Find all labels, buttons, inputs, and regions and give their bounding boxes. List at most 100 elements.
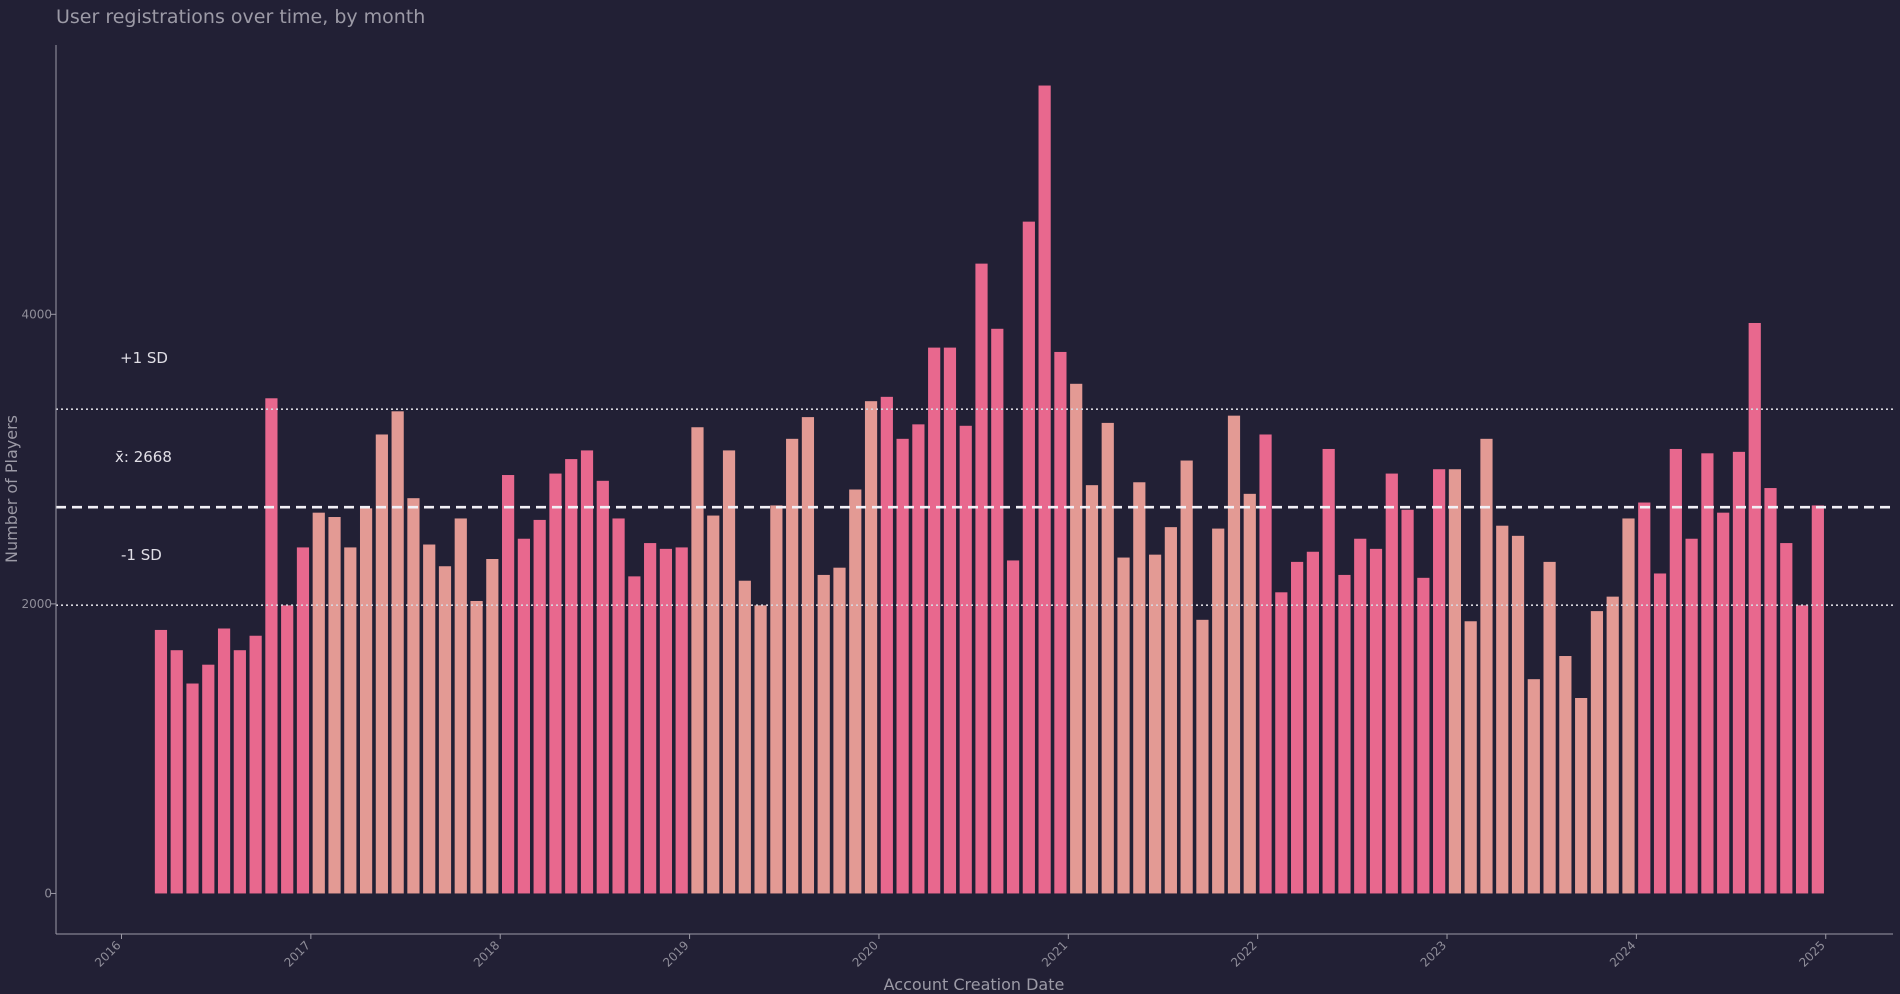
bar — [1669, 448, 1682, 894]
bar — [486, 559, 499, 894]
bar — [659, 548, 673, 894]
bar — [202, 664, 215, 894]
x-tick-label: 2021 — [1039, 938, 1070, 969]
bar — [517, 538, 530, 894]
bar — [1038, 85, 1051, 894]
bar — [1243, 493, 1256, 894]
bar — [217, 628, 231, 894]
bar — [344, 547, 357, 894]
bar — [328, 517, 341, 894]
bar — [644, 543, 657, 894]
x-tick-label: 2023 — [1418, 938, 1449, 969]
bar — [1543, 561, 1556, 894]
bar — [549, 473, 562, 894]
x-tick-label: 2020 — [850, 938, 881, 969]
bar — [1133, 482, 1146, 894]
bar — [1622, 518, 1635, 894]
bar — [1638, 502, 1651, 894]
bar-series — [154, 85, 1824, 894]
bar — [1811, 505, 1824, 894]
bar — [1101, 422, 1114, 894]
bar — [1180, 460, 1193, 894]
bar — [1701, 453, 1714, 894]
bar — [1291, 561, 1304, 894]
bar — [722, 450, 736, 894]
bar — [691, 427, 704, 894]
bar — [1212, 528, 1225, 894]
chart-title: User registrations over time, by month — [56, 6, 425, 28]
bar — [786, 438, 799, 894]
bar — [391, 411, 404, 894]
bar — [470, 600, 483, 894]
bar — [1606, 596, 1619, 894]
bar — [565, 459, 578, 894]
x-axis-label: Account Creation Date — [884, 975, 1065, 994]
bar — [1354, 538, 1367, 894]
bar — [975, 263, 988, 894]
bar — [612, 518, 625, 894]
bar — [754, 605, 767, 894]
bar — [1480, 438, 1493, 894]
minus-one-sd-label: -1 SD — [121, 546, 162, 564]
bar — [1006, 560, 1020, 894]
x-tick-label: 2016 — [92, 938, 123, 969]
y-tick-label: 2000 — [21, 597, 52, 611]
bar — [1433, 469, 1446, 894]
bar — [707, 515, 720, 894]
bar — [801, 417, 815, 894]
bar — [1227, 415, 1241, 894]
bar — [896, 438, 909, 894]
bar — [1322, 448, 1335, 894]
bar — [1085, 485, 1099, 894]
bar — [265, 398, 278, 894]
bar — [1022, 221, 1035, 894]
bar — [833, 567, 846, 894]
bar — [817, 574, 830, 894]
bar — [628, 576, 641, 894]
bar — [186, 683, 199, 894]
bar — [943, 347, 957, 894]
bar — [407, 498, 420, 894]
bar — [1338, 574, 1351, 894]
bar — [1401, 509, 1414, 894]
bar — [359, 508, 373, 894]
y-tick-label: 4000 — [21, 307, 52, 321]
bar — [596, 480, 609, 894]
reference-lines: +1 SD x̄: 2668 -1 SD — [56, 349, 1893, 606]
bar — [249, 635, 262, 894]
y-axis-label: Number of Players — [2, 415, 21, 563]
x-tick-label: 2018 — [471, 938, 502, 969]
bar — [580, 450, 594, 894]
bar — [1511, 535, 1525, 894]
bar — [1385, 473, 1398, 894]
bar — [880, 396, 893, 894]
bar — [1259, 434, 1272, 894]
x-tick-label: 2019 — [660, 938, 691, 969]
bar — [1590, 611, 1604, 894]
bar — [1795, 605, 1809, 894]
bar — [1732, 451, 1746, 894]
bar — [1464, 621, 1477, 894]
bar — [1748, 322, 1761, 894]
bar — [1070, 383, 1083, 894]
bar — [423, 544, 436, 894]
bar — [928, 347, 941, 894]
bar — [1575, 698, 1588, 894]
bar — [1148, 554, 1162, 894]
bar — [1417, 577, 1430, 894]
bar — [502, 475, 515, 894]
bar — [1117, 557, 1130, 894]
bar — [738, 580, 751, 894]
bar — [991, 328, 1004, 894]
bar — [1653, 573, 1667, 894]
bar — [1275, 592, 1288, 894]
bar — [375, 434, 388, 894]
x-tick-label: 2022 — [1228, 938, 1259, 969]
bar — [1764, 488, 1777, 894]
bar — [170, 650, 183, 894]
y-tick-label: 0 — [44, 886, 52, 900]
mean-label: x̄: 2668 — [115, 448, 172, 466]
bar — [454, 518, 467, 894]
bar — [959, 425, 972, 894]
bar — [281, 605, 294, 894]
